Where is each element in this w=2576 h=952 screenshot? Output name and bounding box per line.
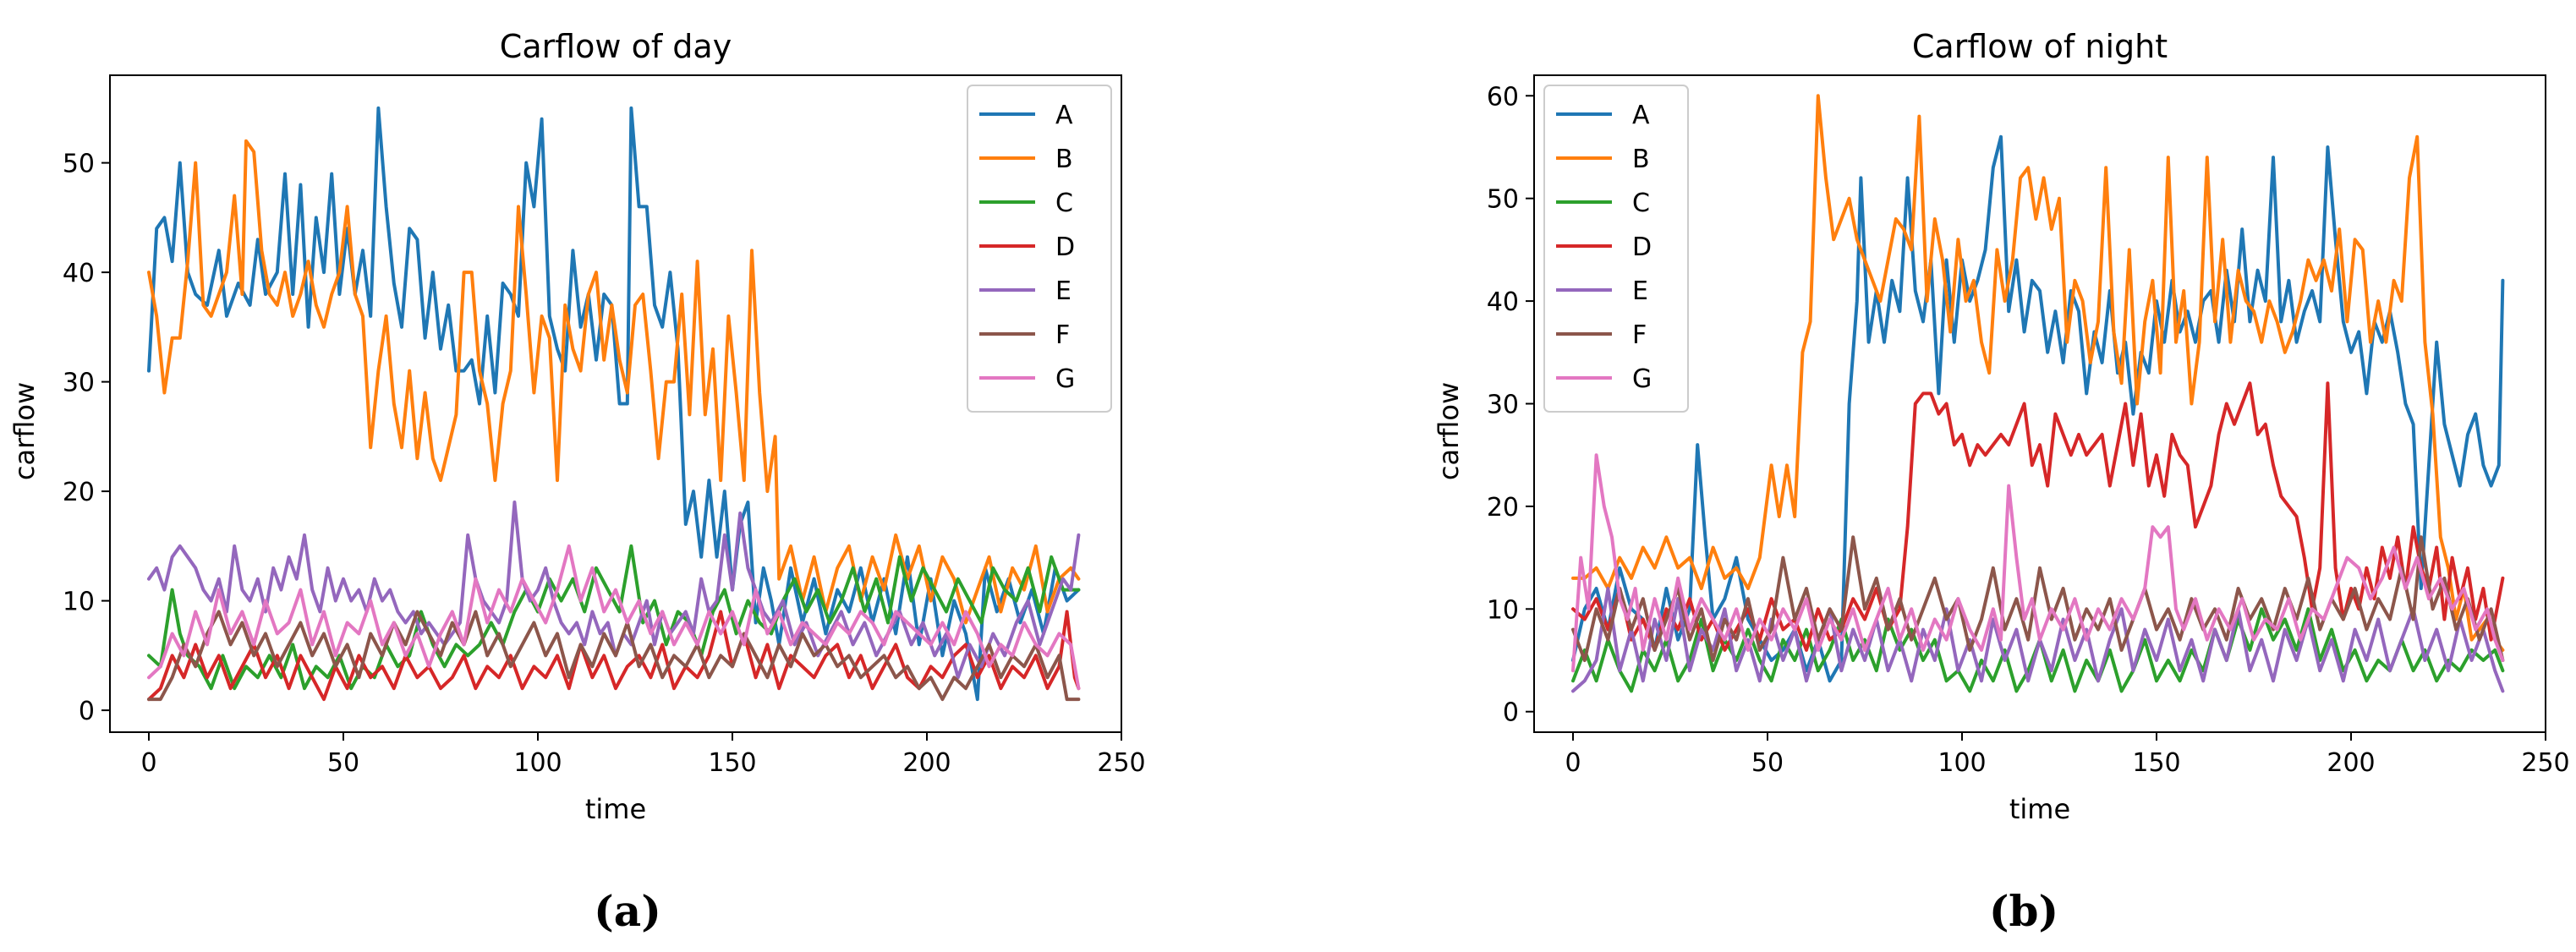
chart-day-yticks: 0 10 20 30 40 50 [63,150,110,726]
chart-day-series-d-line [147,610,1081,702]
chart-night-legend-label-g: G [1632,364,1652,394]
chart-night-ytick-label: 60 [1487,82,1519,112]
chart-day-xlabel: time [585,793,646,825]
chart-day-ytick-label: 30 [63,369,95,398]
chart-day-ylabel: carflow [8,382,41,480]
chart-day: Carflow of day time carflow (a) 0 50 100 15… [8,28,1146,936]
chart-day-series-f-line [147,610,1081,702]
chart-night-legend-label-c: C [1632,189,1650,218]
chart-day-legend-label-d: D [1055,233,1075,262]
chart-day-series-e-line [147,501,1081,680]
chart-night-xtick-label: 250 [2521,748,2569,778]
chart-day-xtick-label: 0 [140,748,156,778]
chart-day-ytick-label: 50 [63,150,95,179]
chart-day-xticks: 0 50 100 150 200 250 [140,732,1146,778]
chart-day-plot-frame [109,74,1122,733]
chart-night-ytick-label: 0 [1503,698,1519,728]
chart-night-panel-label: (b) [1989,886,2058,936]
chart-day-xtick-label: 250 [1097,748,1145,778]
chart-night-legend-frame [1543,85,1689,413]
chart-day-xtick-label: 50 [327,748,359,778]
chart-day-xtick-label: 200 [902,748,951,778]
chart-day-ytick-label: 20 [63,478,95,507]
chart-night-series-b-line [1571,94,2505,652]
chart-day-legend-label-e: E [1055,276,1072,306]
chart-night-lines [1571,94,2505,693]
chart-night-ytick-label: 10 [1487,595,1519,625]
chart-night-ytick-label: 30 [1487,391,1519,420]
chart-day-title: Carflow of day [500,28,732,65]
chart-night-xtick-label: 0 [1565,748,1581,778]
chart-day-legend-frame [967,85,1112,413]
chart-night-ytick-label: 20 [1487,493,1519,523]
chart-day-xtick-label: 150 [708,748,756,778]
chart-day-xtick-label: 100 [513,748,562,778]
chart-day-legend-label-g: G [1055,364,1075,394]
chart-night-legend-label-a: A [1632,101,1650,130]
chart-day-series-b-line [147,139,1081,625]
chart-night-series-g-line [1571,453,2505,673]
chart-night-ytick-label: 50 [1487,185,1519,215]
chart-day-ytick-label: 0 [79,697,95,726]
chart-day-legend-label-c: C [1055,189,1073,218]
chart-night-series-a-line [1571,134,2505,683]
chart-day-ytick-label: 10 [63,588,95,617]
chart-day-legend-label-f: F [1055,320,1070,350]
chart-night-yticks: 0 10 20 30 40 50 60 [1487,82,1534,728]
chart-night: Carflow of night time carflow (b) 0 50 100… [1433,28,2570,936]
chart-night-xtick-label: 200 [2327,748,2375,778]
chart-night-legend-label-d: D [1632,233,1652,262]
chart-night-series-d-line [1571,381,2505,652]
chart-night-xtick-label: 100 [1937,748,1986,778]
chart-day-series-a-line [147,106,1081,702]
chart-day-panel-label: (a) [594,886,661,936]
chart-day-series-c-line [147,544,1081,691]
chart-night-plot-frame [1533,74,2546,733]
chart-night-legend-label-e: E [1632,276,1648,306]
chart-night-xtick-label: 50 [1751,748,1784,778]
chart-day-ytick-label: 40 [63,259,95,288]
chart-night-ytick-label: 40 [1487,287,1519,317]
chart-night-ylabel: carflow [1433,382,1465,480]
chart-day-legend-label-b: B [1055,145,1073,174]
chart-night-xticks: 0 50 100 150 200 250 [1565,732,2570,778]
chart-night-legend-label-b: B [1632,145,1650,174]
chart-night-xlabel: time [2009,793,2070,825]
chart-day-legend-label-a: A [1055,101,1073,130]
chart-night-legend-label-f: F [1632,320,1647,350]
chart-day-series-g-line [147,544,1081,691]
chart-night-title: Carflow of night [1912,28,2168,65]
chart-night-xtick-label: 150 [2132,748,2180,778]
chart-day-lines [147,106,1081,702]
